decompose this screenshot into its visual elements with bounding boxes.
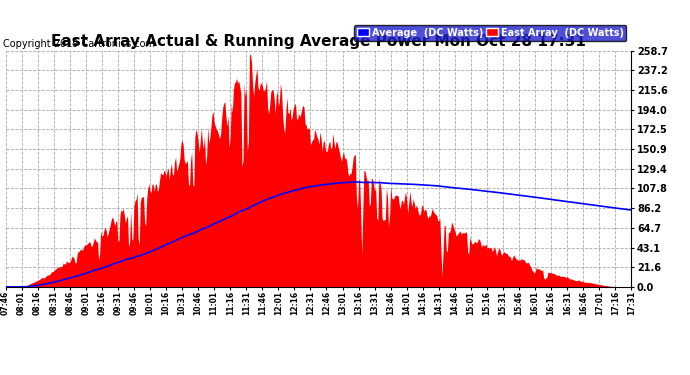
Title: East Array Actual & Running Average Power Mon Oct 28 17:31: East Array Actual & Running Average Powe… <box>51 34 586 50</box>
Text: Copyright 2019 Cartronics.com: Copyright 2019 Cartronics.com <box>3 39 155 50</box>
Legend: Average  (DC Watts), East Array  (DC Watts): Average (DC Watts), East Array (DC Watts… <box>354 25 627 40</box>
